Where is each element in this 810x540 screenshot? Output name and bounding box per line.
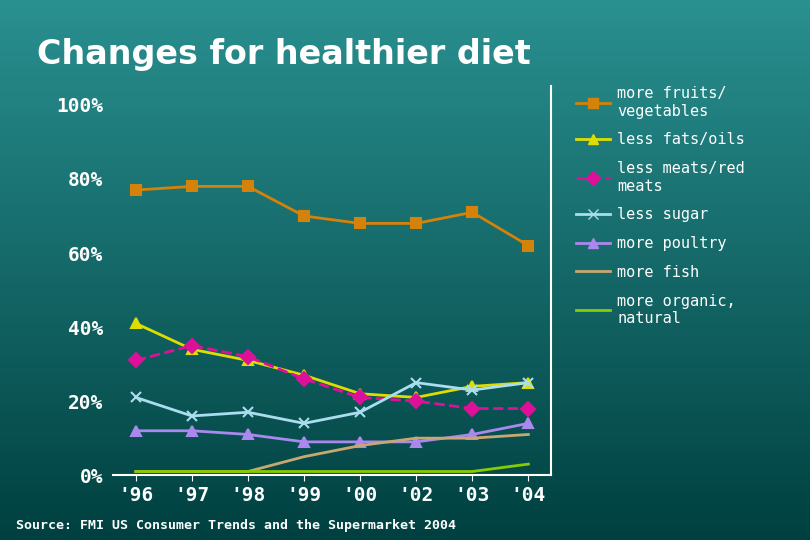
Text: Changes for healthier diet: Changes for healthier diet	[36, 38, 531, 71]
Legend: more fruits/
vegetables, less fats/oils, less meats/red
meats, less sugar, more : more fruits/ vegetables, less fats/oils,…	[576, 86, 745, 326]
Text: Source: FMI US Consumer Trends and the Supermarket 2004: Source: FMI US Consumer Trends and the S…	[16, 519, 456, 532]
